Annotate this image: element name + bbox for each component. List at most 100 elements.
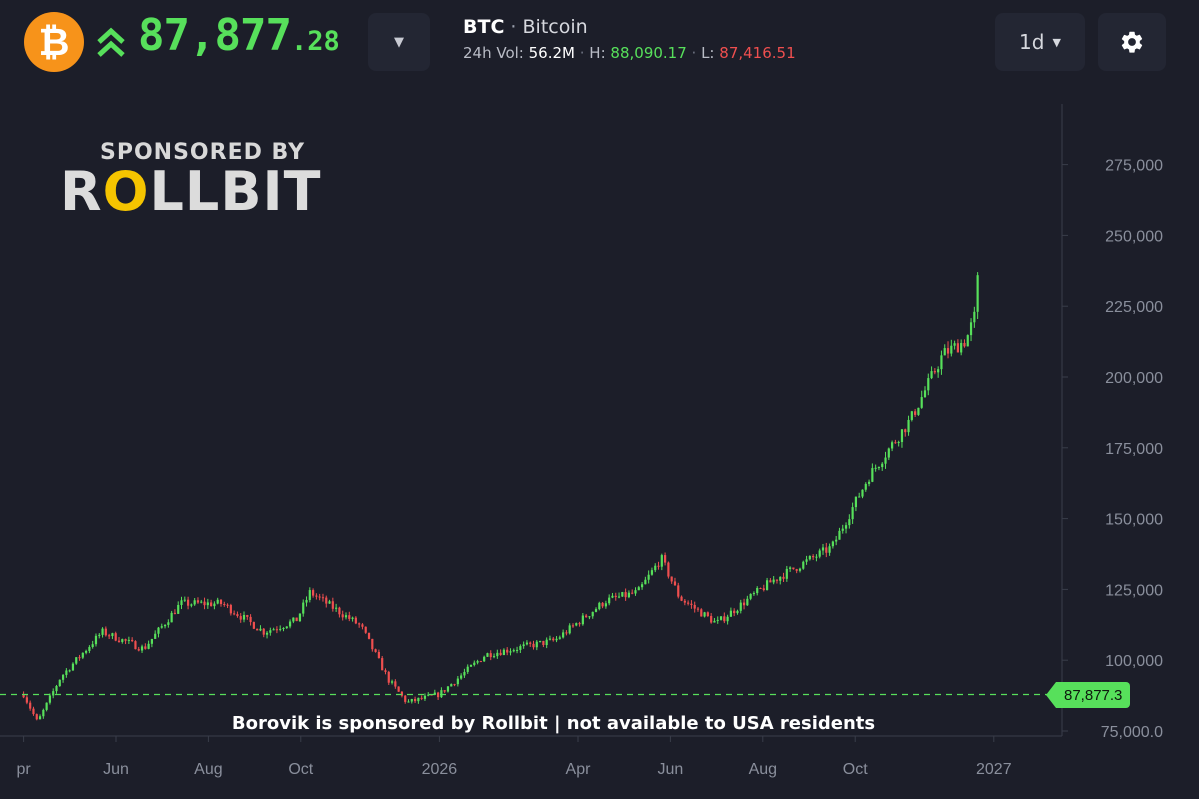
- candle: [759, 587, 762, 590]
- candle: [815, 554, 818, 562]
- candle: [558, 635, 561, 640]
- candle: [108, 633, 111, 639]
- candle: [331, 597, 334, 612]
- candle: [68, 669, 71, 673]
- candle: [588, 616, 591, 620]
- candle: [190, 603, 193, 608]
- candle: [884, 451, 887, 469]
- candle: [555, 636, 558, 643]
- candle: [476, 659, 479, 665]
- candle: [565, 630, 568, 636]
- candle: [384, 668, 387, 675]
- candle: [489, 650, 492, 661]
- candle: [532, 640, 535, 650]
- candle: [765, 577, 769, 591]
- candle: [894, 439, 897, 444]
- candle: [660, 553, 663, 571]
- candle: [792, 567, 795, 570]
- candle: [81, 652, 84, 660]
- candle: [407, 699, 410, 703]
- x-tick-label: Aug: [749, 761, 777, 778]
- candle: [440, 687, 443, 698]
- candle: [578, 621, 581, 627]
- candle: [131, 637, 134, 643]
- candle: [946, 341, 950, 359]
- x-tick-label: Jun: [103, 761, 129, 778]
- x-tick-label: Oct: [288, 761, 313, 778]
- candle: [410, 698, 413, 704]
- candle: [259, 625, 262, 632]
- timeframe-selector[interactable]: 1d ▼: [995, 13, 1085, 71]
- sponsor-caption: SPONSORED BY: [100, 140, 306, 165]
- current-price: 87,877.28: [138, 10, 340, 61]
- candle: [927, 373, 930, 396]
- candle: [499, 649, 502, 656]
- candle: [160, 623, 163, 629]
- candle: [624, 588, 627, 601]
- candle: [292, 617, 295, 624]
- candle: [437, 691, 440, 700]
- candle: [121, 638, 124, 644]
- candle: [515, 646, 519, 654]
- ticker-symbol: BTC: [463, 16, 505, 38]
- candle: [42, 708, 45, 719]
- candle: [236, 611, 239, 618]
- candle: [525, 640, 529, 646]
- candle: [634, 587, 637, 596]
- candle: [104, 626, 107, 637]
- candle: [367, 632, 371, 640]
- candle: [568, 623, 571, 635]
- candle: [746, 595, 749, 606]
- candle: [867, 479, 871, 487]
- candle: [575, 622, 578, 627]
- candle: [387, 670, 390, 685]
- candle: [446, 686, 450, 693]
- candle: [614, 592, 617, 601]
- candle: [466, 664, 469, 674]
- candle: [453, 683, 456, 687]
- candle: [562, 629, 565, 639]
- x-tick-label: 2026: [422, 761, 458, 778]
- candle: [381, 655, 384, 671]
- candle: [664, 552, 667, 566]
- price-chart[interactable]: 75,000.0 100,000 125,000 150,000 175,000 200,…: [0, 84, 1199, 799]
- candle: [295, 617, 298, 622]
- candle: [413, 696, 417, 704]
- candle: [282, 627, 285, 632]
- candle: [739, 599, 742, 614]
- candle: [545, 637, 548, 649]
- candle: [713, 617, 716, 623]
- current-price-tag: 87,877.3: [1046, 682, 1131, 708]
- top-bar: ₿ 87,877.28 ▼ BTC · Bitcoin 24h Vol: 56.…: [0, 0, 1199, 84]
- candle: [117, 637, 121, 643]
- symbol-dropdown-button[interactable]: ▼: [368, 13, 430, 71]
- candle: [716, 616, 719, 624]
- candle: [601, 602, 604, 609]
- candle: [210, 599, 213, 607]
- candle: [163, 624, 167, 629]
- settings-button[interactable]: [1098, 13, 1166, 71]
- candle: [650, 567, 654, 576]
- candle: [78, 654, 81, 661]
- candle: [881, 462, 884, 471]
- candle: [877, 466, 881, 471]
- candle: [950, 339, 953, 357]
- candle: [52, 688, 55, 699]
- candle: [693, 601, 696, 613]
- candle: [486, 652, 489, 657]
- y-tick-label: 150,000: [1105, 512, 1163, 529]
- candle: [85, 649, 88, 655]
- candle: [246, 614, 249, 620]
- candle: [351, 616, 354, 622]
- y-tick-label: 175,000: [1105, 441, 1163, 458]
- candle: [673, 577, 677, 586]
- volume-value: 56.2M: [528, 44, 575, 62]
- candle: [256, 628, 259, 631]
- candle: [302, 599, 305, 617]
- candle: [973, 306, 976, 328]
- candle: [529, 641, 532, 647]
- candle: [371, 638, 374, 652]
- candle: [937, 366, 940, 378]
- low-value: 87,416.51: [719, 44, 796, 62]
- candle: [779, 576, 782, 585]
